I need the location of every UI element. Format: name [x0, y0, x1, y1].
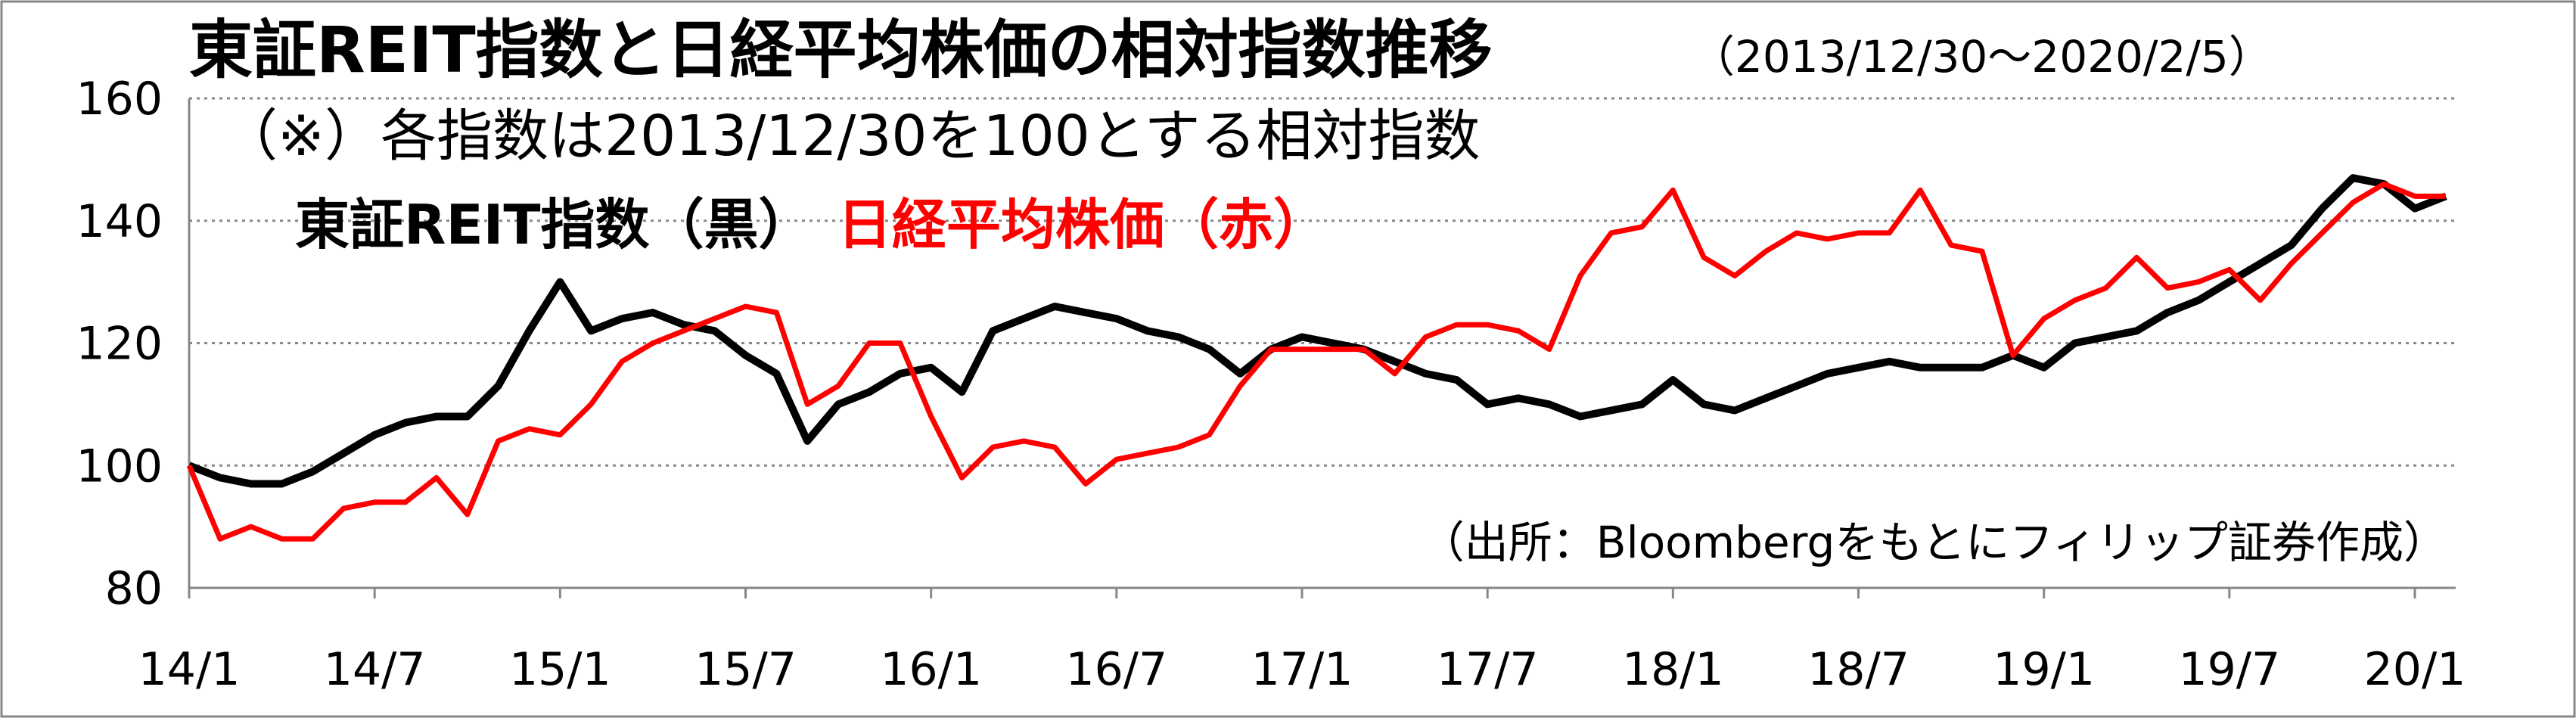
note: （※）各指数は2013/12/30を100とする相対指数	[222, 104, 1481, 169]
x-tick-label: 16/1	[880, 643, 982, 696]
x-tick-label: 16/7	[1065, 643, 1167, 696]
y-tick-label: 120	[76, 318, 163, 371]
y-tick-label: 160	[76, 73, 163, 126]
x-tick-label: 19/7	[2178, 643, 2280, 696]
legend-label: 東証REIT指数（黒）	[295, 193, 813, 256]
y-tick-label: 100	[76, 440, 163, 493]
chart-subtitle: （2013/12/30～2020/2/5）	[1691, 31, 2273, 82]
x-tick-label: 14/7	[324, 643, 426, 696]
x-tick-label: 17/7	[1437, 643, 1539, 696]
chart-title: 東証REIT指数と日経平均株価の相対指数推移	[189, 13, 1493, 87]
x-tick-label: 14/1	[138, 643, 241, 696]
x-tick-label: 15/7	[694, 643, 797, 696]
x-tick-label: 20/1	[2364, 643, 2466, 696]
series-line	[186, 181, 2446, 542]
x-tick-label: 17/1	[1251, 643, 1353, 696]
x-tick-label: 18/7	[1807, 643, 1909, 696]
x-tick-label: 19/1	[1993, 643, 2095, 696]
y-tick-label: 80	[105, 562, 163, 615]
legend-label: 日経平均株価（赤）	[837, 193, 1328, 256]
source: （出所：Bloombergをもとにフィリップ証券作成）	[1421, 517, 2447, 568]
series-line	[188, 174, 2447, 488]
x-tick-label: 18/1	[1622, 643, 1724, 696]
y-tick-label: 140	[76, 195, 163, 248]
x-tick-label: 15/1	[509, 643, 611, 696]
